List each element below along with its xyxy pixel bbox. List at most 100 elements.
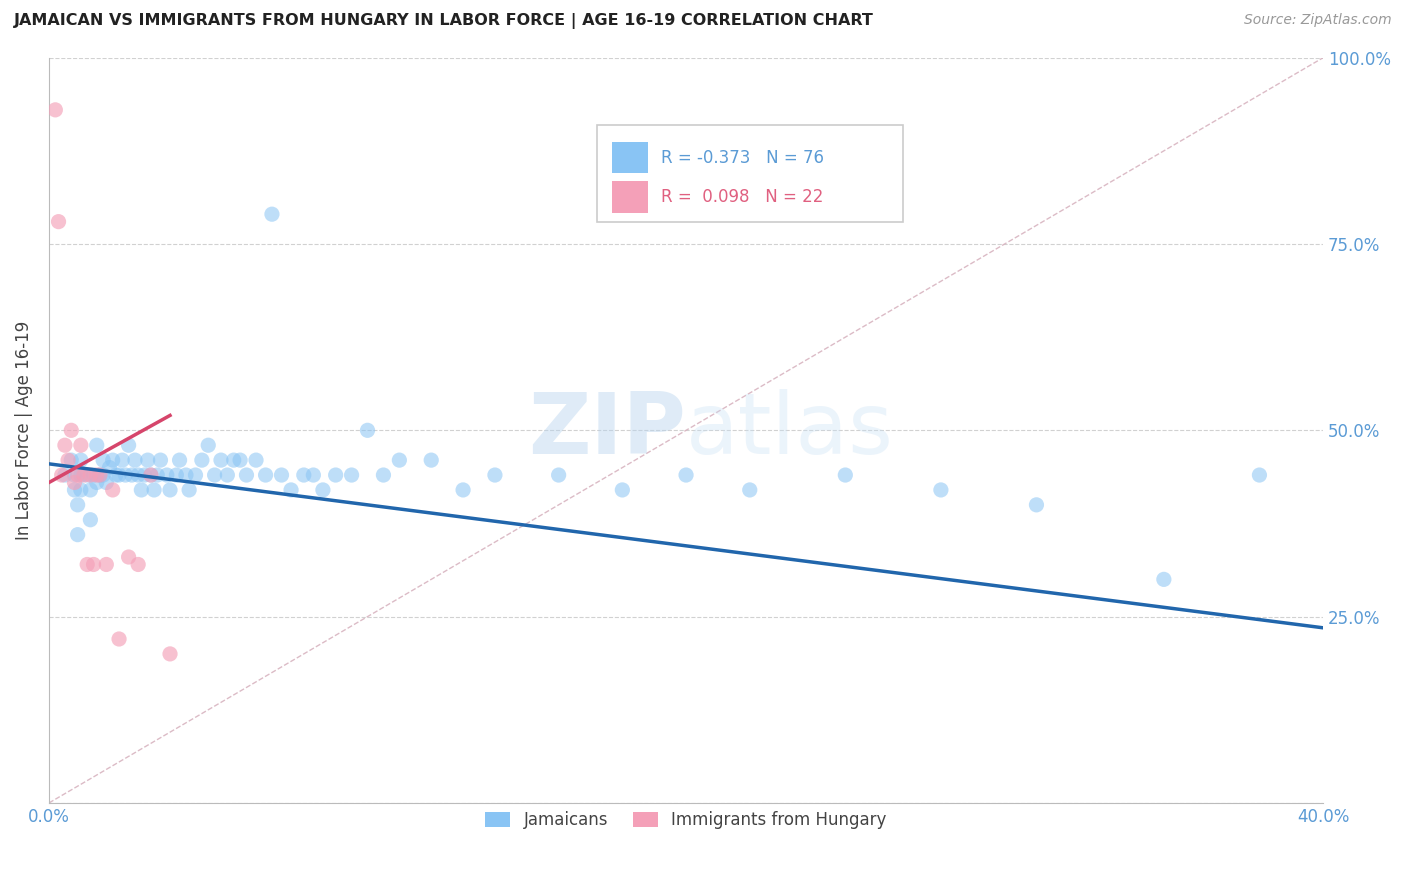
Text: atlas: atlas [686,389,894,472]
Point [356,423,378,437]
Text: R =  0.098   N = 22: R = 0.098 N = 22 [661,188,823,206]
Point [292,468,315,483]
Point [114,468,136,483]
Point [73,468,96,483]
Point [484,468,506,483]
Text: R = -0.373   N = 76: R = -0.373 N = 76 [661,149,824,167]
Point [89,468,111,483]
Y-axis label: In Labor Force | Age 16-19: In Labor Force | Age 16-19 [15,321,32,540]
Point [124,453,146,467]
Point [60,423,83,437]
Point [66,498,89,512]
Point [86,468,108,483]
Point [325,468,347,483]
Point [69,438,91,452]
Point [91,468,114,483]
Point [184,468,207,483]
Point [91,453,114,467]
Point [53,438,76,452]
Point [139,468,162,483]
Point [86,475,108,490]
Point [63,468,86,483]
Point [547,468,569,483]
Point [66,468,89,483]
Point [127,558,149,572]
Point [451,483,474,497]
Point [83,558,105,572]
Point [235,468,257,483]
Text: Source: ZipAtlas.com: Source: ZipAtlas.com [1244,13,1392,28]
Point [159,483,181,497]
FancyBboxPatch shape [612,142,648,173]
Point [222,453,245,467]
Point [217,468,239,483]
Point [44,103,66,117]
Point [245,453,267,467]
Point [48,214,70,228]
FancyBboxPatch shape [612,181,648,212]
Point [139,468,162,483]
Point [86,438,108,452]
Point [76,558,98,572]
Point [179,483,201,497]
Point [340,468,363,483]
Point [388,453,411,467]
Point [60,453,83,467]
Point [738,483,761,497]
Point [63,483,86,497]
Point [66,527,89,541]
Point [69,483,91,497]
Point [260,207,283,221]
Point [169,453,191,467]
Point [111,453,134,467]
Point [101,453,124,467]
Point [79,483,101,497]
Point [134,468,156,483]
Legend: Jamaicans, Immigrants from Hungary: Jamaicans, Immigrants from Hungary [478,805,893,836]
Point [612,483,634,497]
Point [1025,498,1047,512]
Point [143,483,166,497]
Text: ZIP: ZIP [529,389,686,472]
Point [156,468,179,483]
Point [165,468,187,483]
Point [149,453,172,467]
Point [117,438,139,452]
Point [104,468,127,483]
Point [280,483,302,497]
Point [146,468,169,483]
Point [675,468,697,483]
Point [229,453,252,467]
Point [69,468,91,483]
Point [79,513,101,527]
Point [197,438,219,452]
Point [1153,573,1175,587]
Point [101,483,124,497]
FancyBboxPatch shape [598,125,903,221]
Point [127,468,149,483]
Point [98,460,121,475]
Point [373,468,395,483]
Point [69,453,91,467]
Point [56,453,79,467]
Point [63,475,86,490]
Point [117,549,139,564]
Point [108,468,131,483]
Point [1249,468,1271,483]
Point [121,468,143,483]
Point [79,468,101,483]
Text: JAMAICAN VS IMMIGRANTS FROM HUNGARY IN LABOR FORCE | AGE 16-19 CORRELATION CHART: JAMAICAN VS IMMIGRANTS FROM HUNGARY IN L… [14,13,875,29]
Point [270,468,292,483]
Point [53,468,76,483]
Point [89,468,111,483]
Point [131,483,153,497]
Point [302,468,325,483]
Point [834,468,856,483]
Point [312,483,335,497]
Point [136,453,159,467]
Point [420,453,443,467]
Point [254,468,277,483]
Point [209,453,232,467]
Point [51,468,73,483]
Point [96,558,118,572]
